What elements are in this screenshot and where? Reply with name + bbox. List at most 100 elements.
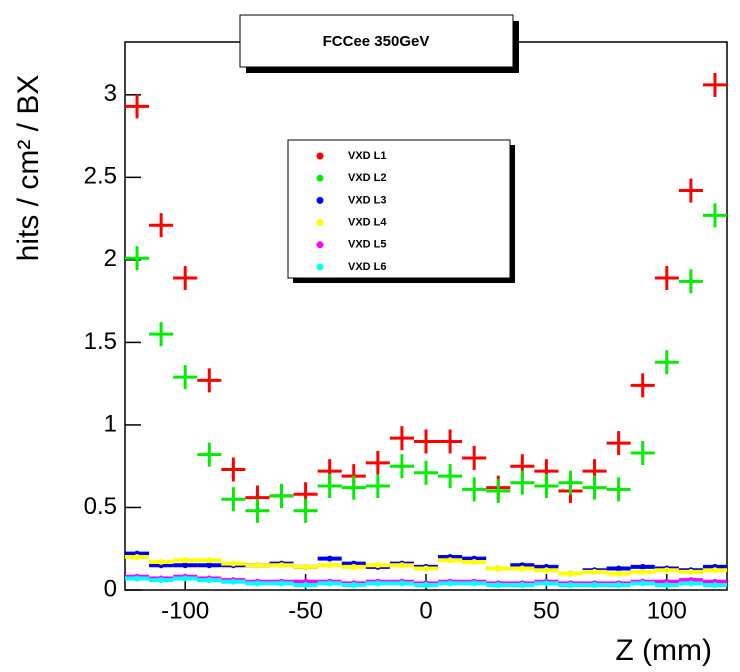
marker <box>221 560 246 567</box>
marker <box>630 373 655 398</box>
marker <box>317 562 342 569</box>
x-axis-label: Z (mm) <box>615 634 712 667</box>
marker <box>702 203 727 228</box>
marker <box>149 558 174 565</box>
marker <box>462 580 487 587</box>
marker <box>413 565 439 572</box>
x-tick-label: -100 <box>161 597 209 624</box>
marker <box>678 568 703 575</box>
marker <box>702 72 727 97</box>
marker <box>269 562 294 569</box>
marker <box>486 478 511 503</box>
marker <box>293 563 318 570</box>
marker <box>173 562 198 569</box>
marker <box>630 563 655 570</box>
marker <box>630 441 655 465</box>
marker <box>173 557 198 564</box>
y-tick-label: 1 <box>104 410 117 437</box>
marker <box>582 582 607 589</box>
marker <box>606 570 631 577</box>
marker <box>197 442 222 467</box>
title-box <box>239 14 514 68</box>
marker <box>293 582 318 589</box>
marker <box>125 575 150 582</box>
marker <box>606 582 631 589</box>
marker <box>293 498 318 523</box>
marker <box>269 580 294 587</box>
legend-marker <box>316 263 324 271</box>
legend-label: VXD L1 <box>348 150 387 162</box>
legend-marker <box>316 241 324 249</box>
y-tick-label: 3 <box>104 80 117 107</box>
marker <box>678 178 703 203</box>
marker <box>245 580 270 587</box>
marker <box>341 475 366 500</box>
y-tick-label: 2.5 <box>84 163 117 190</box>
marker <box>582 568 607 575</box>
marker <box>606 477 631 502</box>
marker <box>582 475 607 500</box>
marker <box>462 558 487 565</box>
marker <box>317 474 342 499</box>
marker <box>630 568 655 575</box>
marker <box>462 477 487 502</box>
y-tick-label: 0.5 <box>84 493 117 520</box>
marker <box>149 577 174 584</box>
x-tick-label: 50 <box>533 597 560 624</box>
marker <box>197 562 222 569</box>
marker <box>125 553 150 560</box>
legend-box <box>287 139 511 279</box>
marker <box>413 429 439 454</box>
legend-marker <box>316 152 324 160</box>
marker <box>558 582 583 589</box>
chart-title: FCCee 350GeV <box>323 33 430 50</box>
marker <box>197 557 222 564</box>
y-tick-label: 2 <box>104 245 117 272</box>
legend-marker <box>316 196 324 204</box>
marker <box>438 557 463 564</box>
legend-marker <box>316 174 324 182</box>
y-tick-label: 1.5 <box>84 328 117 355</box>
marker <box>317 555 342 562</box>
marker <box>125 94 150 119</box>
marker <box>413 582 439 589</box>
marker <box>149 322 174 347</box>
marker <box>197 577 222 584</box>
marker <box>221 487 246 512</box>
marker <box>389 580 414 587</box>
marker <box>510 582 535 589</box>
marker <box>486 582 511 589</box>
marker <box>606 565 631 572</box>
marker <box>245 562 270 569</box>
marker <box>245 498 270 523</box>
marker <box>173 365 198 390</box>
marker <box>510 565 535 572</box>
y-tick-label: 0 <box>104 575 117 602</box>
marker <box>341 563 366 570</box>
marker <box>534 580 559 587</box>
legend-marker <box>316 219 324 227</box>
legend-label: VXD L5 <box>348 239 387 251</box>
legend-label: VXD L6 <box>348 261 387 273</box>
marker <box>702 567 727 574</box>
marker <box>654 350 679 375</box>
marker <box>221 578 246 585</box>
marker <box>365 580 390 587</box>
marker <box>221 457 246 482</box>
plot-frame <box>124 41 728 591</box>
marker <box>173 266 198 291</box>
marker <box>173 575 198 582</box>
marker <box>413 460 439 485</box>
marker <box>510 470 535 495</box>
marker <box>702 582 727 589</box>
marker <box>678 580 703 587</box>
marker <box>149 213 174 238</box>
marker <box>606 431 631 456</box>
marker <box>654 582 679 589</box>
marker <box>486 565 511 572</box>
marker <box>558 470 583 495</box>
marker <box>438 580 463 587</box>
marker <box>125 246 150 271</box>
x-tick-label: 0 <box>419 597 432 624</box>
